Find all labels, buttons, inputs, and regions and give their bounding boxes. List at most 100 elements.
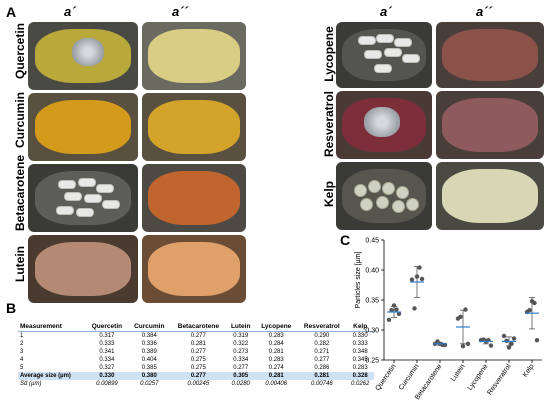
data-point xyxy=(465,341,471,346)
table-row: 1 0.317 0.384 0.277 0.319 0.283 0.290 0.330 xyxy=(18,332,374,341)
table-cell: 0.281 xyxy=(255,372,298,380)
table-cell: 0.333 xyxy=(352,341,368,347)
table-cell: 0.286 xyxy=(314,365,330,371)
table-cell: 0.290 xyxy=(314,333,330,339)
table-cell: 0.00245 xyxy=(187,381,210,387)
table-cell: 0.348 xyxy=(352,349,368,355)
y-tick-label: 0.35 xyxy=(365,298,379,305)
data-point xyxy=(532,300,537,306)
data-point xyxy=(389,308,394,313)
table-cell: 0.277 xyxy=(190,349,206,355)
table-cell: 0.281 xyxy=(268,349,284,355)
table-cell: 5 xyxy=(20,365,24,371)
table-cell: 0.00899 xyxy=(96,381,118,387)
data-point xyxy=(511,336,517,341)
panel-label-a: A xyxy=(6,4,17,20)
table-cell: 1 xyxy=(20,333,24,339)
table-cell: 0.277 xyxy=(170,372,227,380)
table-cell: 0.389 xyxy=(141,349,157,355)
data-point xyxy=(527,308,532,313)
photo-resveratrol-tablets xyxy=(336,91,432,159)
header-measurement: Measurement xyxy=(18,322,86,332)
table-cell: 0.283 xyxy=(268,333,284,339)
panel-label-c: C xyxy=(340,232,351,248)
data-point xyxy=(501,333,507,339)
y-axis-label: Particles size [µm] xyxy=(355,251,362,308)
table-cell: 0.284 xyxy=(268,341,284,347)
photo-lycopene-powder xyxy=(436,22,544,88)
table-cell: 0.271 xyxy=(314,349,330,355)
photo-kelp-powder xyxy=(436,162,544,230)
data-point xyxy=(394,307,399,312)
table-cell: 0.275 xyxy=(190,365,206,371)
x-tick-label: Lutein xyxy=(450,363,467,383)
data-point xyxy=(391,303,397,308)
table-cell: 0.404 xyxy=(141,357,157,363)
sd-label: Sd (µm) xyxy=(20,381,42,387)
table-row: 2 0.333 0.336 0.281 0.322 0.284 0.282 0.333 xyxy=(18,340,374,348)
table-cell: 0.319 xyxy=(233,333,249,339)
table-cell: 0.281 xyxy=(297,372,347,380)
header-resveratrol: Resveratrol xyxy=(297,322,347,332)
data-point xyxy=(396,311,402,316)
table-cell: 0.334 xyxy=(99,357,115,363)
photo-quercetin-powder xyxy=(142,22,246,90)
header-lycopene: Lycopene xyxy=(255,322,298,332)
table-cell: 0.274 xyxy=(268,365,284,371)
table-cell: 0.305 xyxy=(226,372,256,380)
table-cell: 0.327 xyxy=(99,365,115,371)
y-tick-label: 0.25 xyxy=(365,358,379,365)
table-cell: 0.00406 xyxy=(265,381,288,387)
header-lutein: Lutein xyxy=(226,322,256,332)
column-header-left-2: a´´ xyxy=(172,4,188,19)
panel-label-b: B xyxy=(6,300,17,316)
table-row: 5 0.327 0.385 0.275 0.277 0.274 0.286 0.283 xyxy=(18,364,374,372)
row-label-lutein: Lutein xyxy=(13,246,27,282)
table-cell: 0.384 xyxy=(141,333,157,339)
x-tick-label: Lycopene xyxy=(467,363,490,392)
table-cell: 0.380 xyxy=(128,372,171,380)
data-point xyxy=(504,338,509,343)
table-cell: 0.0280 xyxy=(231,381,250,387)
particle-size-table: Measurement Quercetin Curcumin Betacarot… xyxy=(18,322,374,388)
sd-row: Sd (µm) 0.00899 0.0257 0.00245 0.0280 0.… xyxy=(18,380,374,388)
chart-marks xyxy=(386,265,540,350)
photo-lutein-tablets xyxy=(28,235,138,303)
row-label-kelp: Kelp xyxy=(322,181,336,208)
photo-resveratrol-powder xyxy=(436,91,544,159)
table-row: 3 0.341 0.389 0.277 0.273 0.281 0.271 0.348 xyxy=(18,348,374,356)
photo-curcumin-powder xyxy=(142,93,246,161)
photo-lutein-powder xyxy=(142,235,246,303)
data-point xyxy=(409,277,415,282)
table-cell: 0.00746 xyxy=(310,381,333,387)
data-point xyxy=(417,265,422,270)
data-point xyxy=(506,345,512,350)
column-header-left-1: a´ xyxy=(64,4,76,19)
table-cell: 0.328 xyxy=(346,372,374,380)
table-cell: 0.277 xyxy=(233,365,249,371)
average-row: Average size (µm) 0.330 0.380 0.277 0.30… xyxy=(18,372,374,380)
x-tick-label: Resveratrol xyxy=(486,363,513,397)
photo-lycopene-tablets xyxy=(336,22,432,88)
table-cell: 0.333 xyxy=(99,341,115,347)
column-header-right-2: a´´ xyxy=(476,4,492,19)
table-row: 4 0.334 0.404 0.275 0.334 0.283 0.277 0.345 xyxy=(18,356,374,364)
table-header-row: Measurement Quercetin Curcumin Betacarot… xyxy=(18,322,374,332)
table-cell: 0.277 xyxy=(190,333,206,339)
data-point xyxy=(412,306,417,311)
table-cell: 0.385 xyxy=(141,365,157,371)
data-point xyxy=(458,314,463,319)
table-cell: 3 xyxy=(20,349,24,355)
average-label: Average size (µm) xyxy=(18,372,86,380)
table-cell: 0.277 xyxy=(314,357,330,363)
data-point xyxy=(414,274,420,279)
data-point xyxy=(386,317,392,322)
photo-kelp-tablets xyxy=(336,162,432,230)
table-cell: 0.330 xyxy=(85,372,129,380)
table-cell: 2 xyxy=(20,341,24,347)
table-cell: 0.282 xyxy=(314,341,330,347)
data-point xyxy=(488,343,494,348)
data-point xyxy=(534,338,540,343)
table-cell: 0.275 xyxy=(190,357,206,363)
x-tick-label: Curcumin xyxy=(398,363,421,392)
